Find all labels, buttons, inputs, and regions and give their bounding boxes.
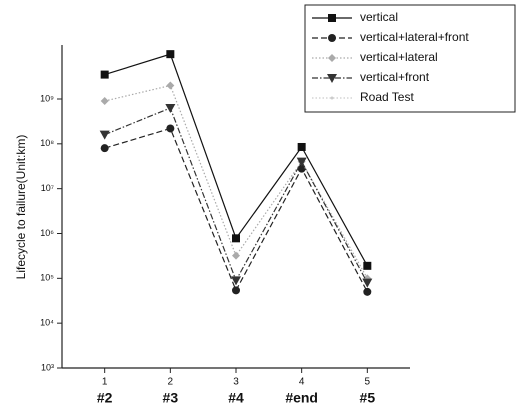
x-tick-label: 3 bbox=[233, 377, 239, 388]
category-label: #5 bbox=[360, 390, 376, 405]
marker bbox=[362, 278, 373, 288]
marker bbox=[330, 96, 334, 100]
marker bbox=[297, 164, 306, 173]
marker bbox=[363, 287, 372, 296]
y-tick-label: 10⁵ bbox=[40, 273, 54, 283]
marker bbox=[328, 14, 336, 22]
x-tick-label: 2 bbox=[168, 377, 174, 388]
y-tick-label: 10⁶ bbox=[40, 228, 54, 238]
y-tick-label: 10⁹ bbox=[40, 93, 54, 103]
category-label: #3 bbox=[163, 390, 179, 405]
marker bbox=[297, 142, 306, 151]
marker bbox=[231, 276, 241, 286]
legend-label: vertical+front bbox=[360, 70, 430, 84]
marker bbox=[232, 234, 240, 243]
marker bbox=[328, 34, 336, 42]
category-label: #end bbox=[285, 390, 318, 405]
y-tick-label: 10⁸ bbox=[40, 138, 54, 148]
marker bbox=[232, 286, 240, 295]
marker bbox=[165, 103, 176, 113]
marker bbox=[100, 70, 109, 79]
marker bbox=[327, 74, 337, 83]
marker bbox=[232, 251, 240, 260]
legend-label: Road Test bbox=[360, 90, 414, 104]
marker bbox=[166, 81, 175, 90]
x-tick-label: 4 bbox=[299, 377, 305, 388]
marker bbox=[166, 124, 175, 133]
legend-label: vertical+lateral+front bbox=[360, 30, 469, 44]
marker bbox=[363, 261, 372, 270]
legend-label: vertical bbox=[360, 10, 398, 24]
marker bbox=[328, 54, 336, 62]
y-tick-label: 10⁴ bbox=[40, 318, 54, 328]
y-tick-label: 10⁷ bbox=[41, 183, 54, 193]
x-tick-label: 1 bbox=[102, 377, 108, 388]
marker bbox=[166, 50, 175, 59]
marker bbox=[100, 144, 109, 153]
y-axis-label: Lifecycle to failure(Unit:km) bbox=[14, 135, 28, 280]
marker bbox=[296, 157, 307, 167]
x-tick-label: 5 bbox=[365, 377, 371, 388]
y-tick-label: 10³ bbox=[41, 362, 54, 372]
category-label: #4 bbox=[228, 390, 244, 405]
marker bbox=[99, 130, 110, 140]
legend-label: vertical+lateral bbox=[360, 50, 438, 64]
marker bbox=[100, 97, 109, 106]
category-label: #2 bbox=[97, 390, 113, 405]
